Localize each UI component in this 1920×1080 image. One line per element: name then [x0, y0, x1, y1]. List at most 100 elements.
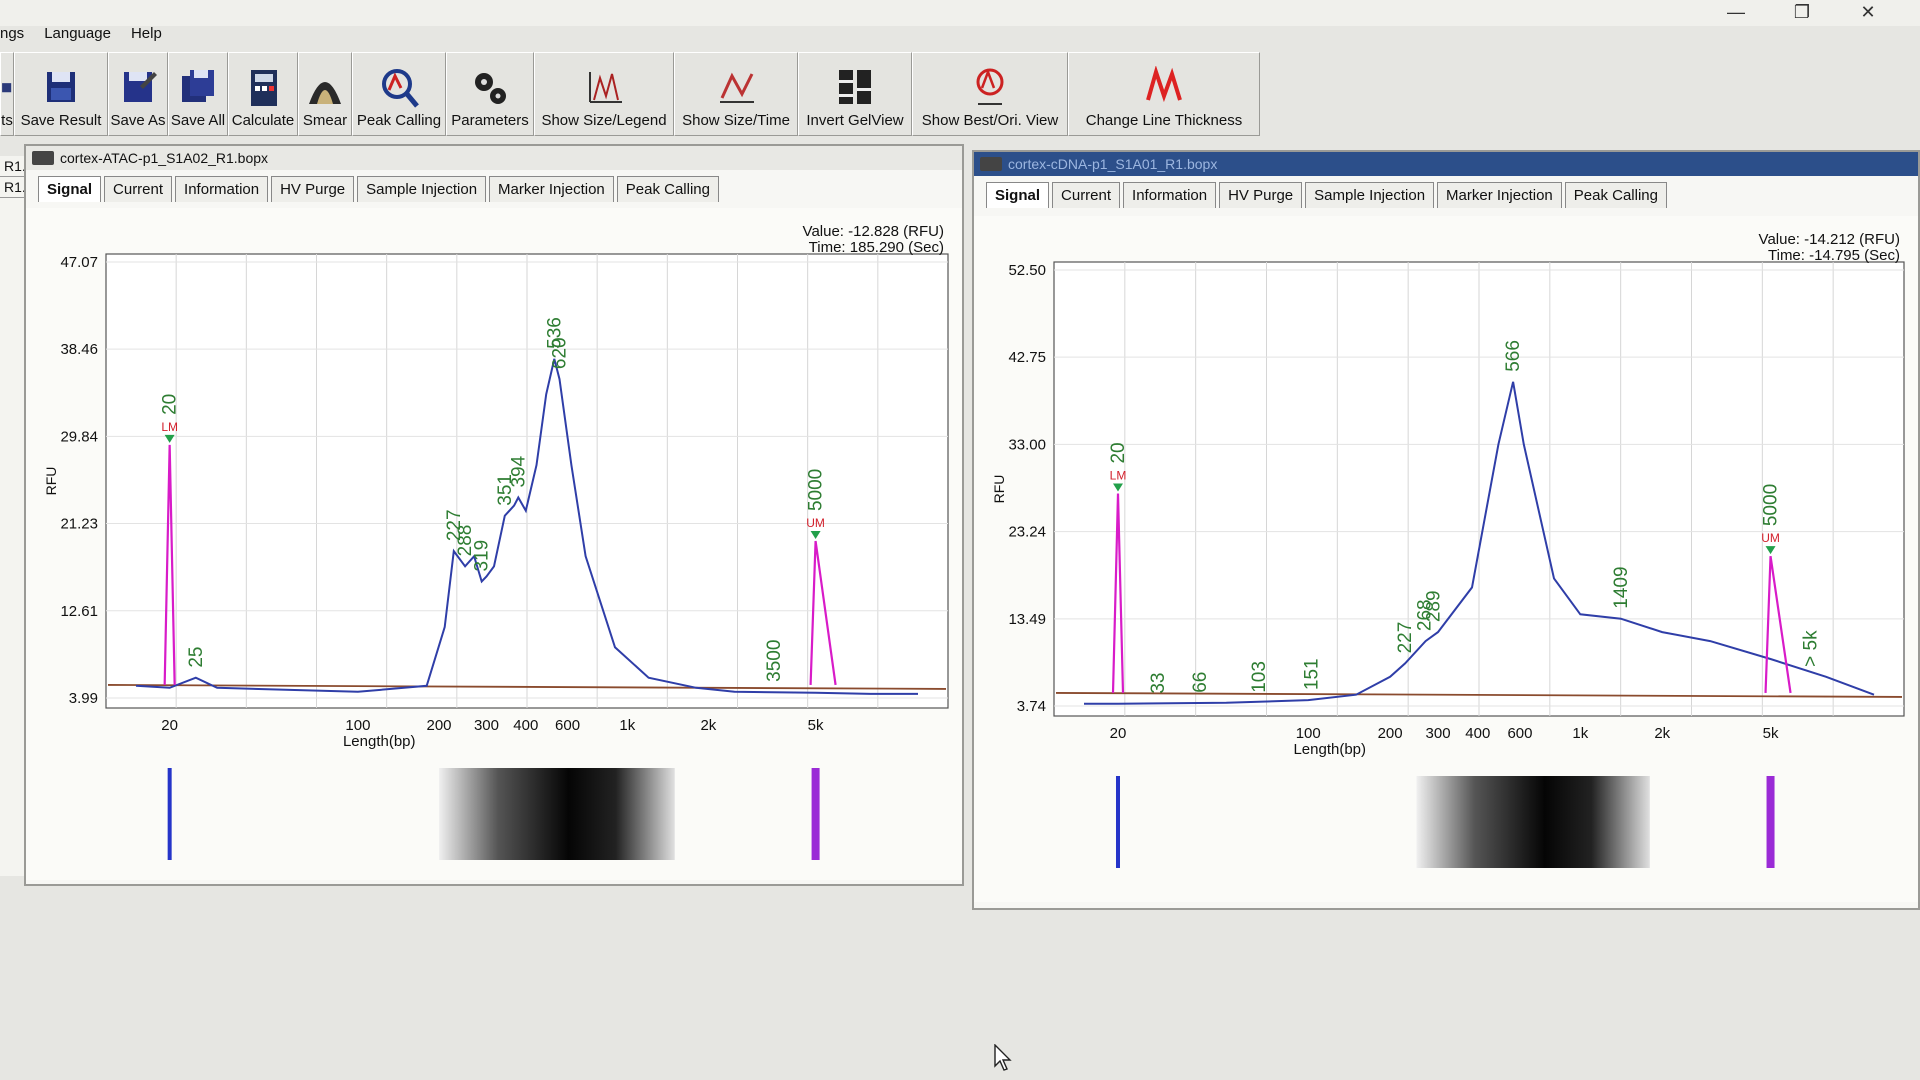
tab-peak-calling[interactable]: Peak Calling: [616, 176, 719, 202]
tab-signal[interactable]: Signal: [38, 176, 102, 202]
sample-trace: [1084, 381, 1875, 705]
toolbar-button-label: Smear: [302, 112, 348, 129]
tab-hv-purge[interactable]: HV Purge: [271, 176, 355, 202]
toolbar-button-save-all[interactable]: Save All: [168, 52, 228, 136]
y-tick-label: 47.07: [60, 254, 98, 271]
y-tick-label: 21.23: [60, 516, 98, 533]
electropherogram-window-cdna: cortex-cDNA-p1_S1A01_R1.bopx Signal Curre…: [972, 150, 1920, 910]
toolbar-button-show-best-ori-view[interactable]: Show Best/Ori. View: [912, 52, 1068, 136]
marker-peak-trace: [163, 444, 176, 685]
peak-size-label: 25: [186, 647, 207, 668]
x-tick-label: 100: [345, 717, 370, 734]
tab-peak-calling[interactable]: Peak Calling: [1564, 182, 1667, 208]
marker-peak-trace: [809, 540, 837, 686]
toolbar-button-label: Calculate: [231, 112, 295, 129]
peak-marker-arrow: [1112, 483, 1123, 492]
marker-tag: LM: [161, 420, 178, 434]
toolbar-button-smear[interactable]: Smear: [298, 52, 352, 136]
x-axis-label: Length(bp): [1293, 741, 1366, 758]
y-tick-label: 33.00: [1008, 436, 1046, 453]
tab-current[interactable]: Current: [1052, 182, 1121, 208]
electropherogram-window-atac: cortex-ATAC-p1_S1A02_R1.bopx Signal Curre…: [24, 144, 964, 886]
peak-marker-arrow: [810, 531, 821, 540]
marker-tag: LM: [1110, 469, 1127, 483]
peak-size-label: 103: [1249, 661, 1270, 693]
toolbar-button-save-as[interactable]: Save As: [108, 52, 168, 136]
peak-marker-arrow: [1765, 546, 1776, 555]
best-view-icon: [970, 65, 1010, 109]
window-system-icon[interactable]: [32, 151, 54, 165]
tab-current[interactable]: Current: [104, 176, 173, 202]
menu-language[interactable]: Language: [44, 25, 111, 42]
window-title-bar: cortex-cDNA-p1_S1A01_R1.bopx: [974, 152, 1918, 176]
marker-size-label: 5000: [1761, 484, 1782, 526]
marker-size-label: 20: [1108, 442, 1129, 463]
x-tick-label: 2k: [1654, 725, 1670, 742]
tab-hv-purge[interactable]: HV Purge: [1219, 182, 1303, 208]
window-title: cortex-ATAC-p1_S1A02_R1.bopx: [60, 150, 269, 166]
tab-signal[interactable]: Signal: [986, 182, 1050, 208]
restore-button[interactable]: ❐: [1793, 2, 1811, 22]
toolbar-button-show-size-time[interactable]: Show Size/Time: [674, 52, 798, 136]
y-tick-label: 29.84: [60, 428, 98, 445]
x-tick-label: 400: [513, 717, 538, 734]
value-readout: Value: -14.212 (RFU): [1759, 231, 1900, 248]
time-readout: Time: 185.290 (Sec): [809, 239, 944, 256]
peak-size-label: 3500: [764, 640, 785, 682]
peak-marker-arrow: [164, 434, 175, 443]
marker-size-label: 5000: [806, 469, 827, 511]
toolbar-button-label: Save All: [170, 112, 226, 129]
close-button[interactable]: ✕: [1860, 2, 1876, 22]
save-result-icon: [41, 65, 81, 109]
mouse-cursor-icon: [994, 1044, 1012, 1071]
partial-icon: [1, 65, 13, 109]
window-system-icon[interactable]: [980, 157, 1002, 171]
toolbar-button-ts[interactable]: ts: [0, 52, 14, 136]
tab-information[interactable]: Information: [1123, 182, 1217, 208]
toolbar-button-label: Invert GelView: [806, 112, 904, 129]
tab-information[interactable]: Information: [175, 176, 269, 202]
toolbar-button-calculate[interactable]: Calculate: [228, 52, 298, 136]
toolbar-button-invert-gelview[interactable]: Invert GelView: [798, 52, 912, 136]
tab-sample-injection[interactable]: Sample Injection: [1305, 182, 1435, 208]
y-tick-label: 13.49: [1008, 611, 1046, 628]
toolbar-button-show-size-legend[interactable]: Show Size/Legend: [534, 52, 674, 136]
minimize-button[interactable]: —: [1727, 2, 1745, 22]
title-bar: — ❐ ✕: [0, 0, 1920, 26]
x-tick-label: 600: [1507, 725, 1532, 742]
peak-size-label: 566: [1503, 340, 1524, 372]
y-tick-label: 12.61: [60, 603, 98, 620]
save-all-icon: [178, 65, 218, 109]
baseline-trace: [1055, 692, 1903, 698]
marker-size-label: 20: [160, 394, 181, 415]
y-tick-label: 38.46: [60, 341, 98, 358]
toolbar-button-label: Show Size/Legend: [541, 112, 667, 129]
lower-marker-band: [167, 768, 172, 860]
marker-tag: UM: [1761, 531, 1780, 545]
toolbar-button-change-line-thickness[interactable]: Change Line Thickness: [1068, 52, 1260, 136]
peak-size-label: 227: [1395, 622, 1416, 654]
toolbar-button-parameters[interactable]: Parameters: [446, 52, 534, 136]
save-as-icon: [118, 65, 158, 109]
x-tick-label: 2k: [700, 717, 716, 734]
tab-sample-injection[interactable]: Sample Injection: [357, 176, 487, 202]
electropherogram-chart[interactable]: 52.50 42.75 33.00 23.24 13.49 3.74 RFU Value: -…: [974, 216, 1918, 902]
peak-size-label: > 5k: [1800, 630, 1821, 667]
window-title: cortex-cDNA-p1_S1A01_R1.bopx: [1008, 156, 1218, 172]
upper-marker-band: [811, 768, 820, 860]
tab-marker-injection[interactable]: Marker Injection: [489, 176, 614, 202]
menu-help[interactable]: Help: [130, 25, 162, 42]
toolbar-button-save-result[interactable]: Save Result: [14, 52, 108, 136]
menu-settings[interactable]: ngs: [0, 25, 25, 42]
y-tick-label: 3.74: [1017, 698, 1046, 715]
x-tick-label: 200: [427, 717, 452, 734]
peak-size-label: 536: [544, 317, 565, 349]
tab-marker-injection[interactable]: Marker Injection: [1437, 182, 1562, 208]
x-tick-label: 5k: [808, 717, 824, 734]
marker-tag: UM: [806, 516, 825, 530]
peak-size-label: 66: [1190, 672, 1211, 693]
value-readout: Value: -12.828 (RFU): [803, 223, 944, 240]
electropherogram-chart[interactable]: 47.07 38.46 29.84 21.23 12.61 3.99 RFU Value: -…: [26, 208, 962, 880]
peak-size-label: 394: [508, 455, 529, 487]
toolbar-button-peak-calling[interactable]: Peak Calling: [352, 52, 446, 136]
